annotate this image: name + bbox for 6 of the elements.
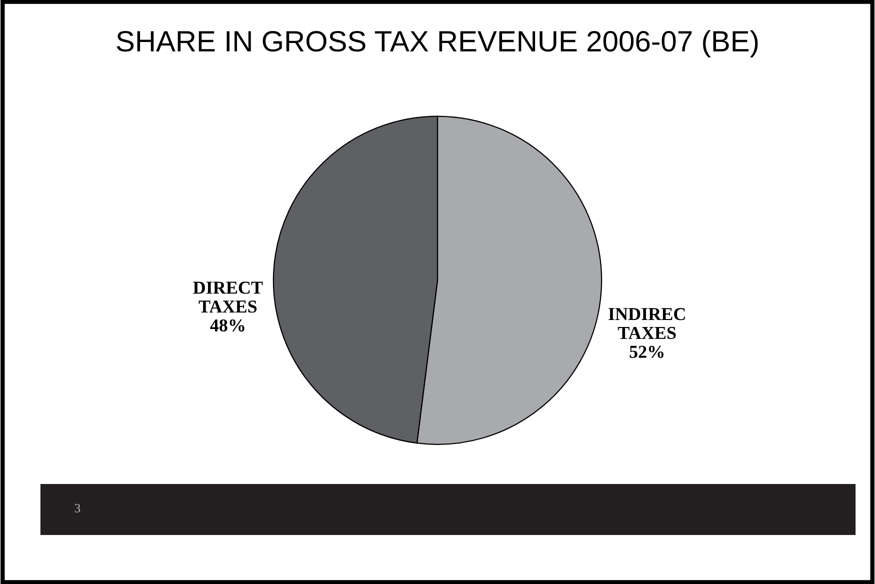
text: 3 [74, 504, 80, 512]
chart-title: SHARE IN GROSS TAX REVENUE 2006-07 (BE) [116, 30, 758, 58]
slice-label: INDIREC TAXES [608, 308, 685, 340]
data-label: 48% [210, 319, 244, 332]
slice-label: DIRECT TAXES [193, 282, 263, 313]
data-label: 52% [630, 346, 664, 358]
